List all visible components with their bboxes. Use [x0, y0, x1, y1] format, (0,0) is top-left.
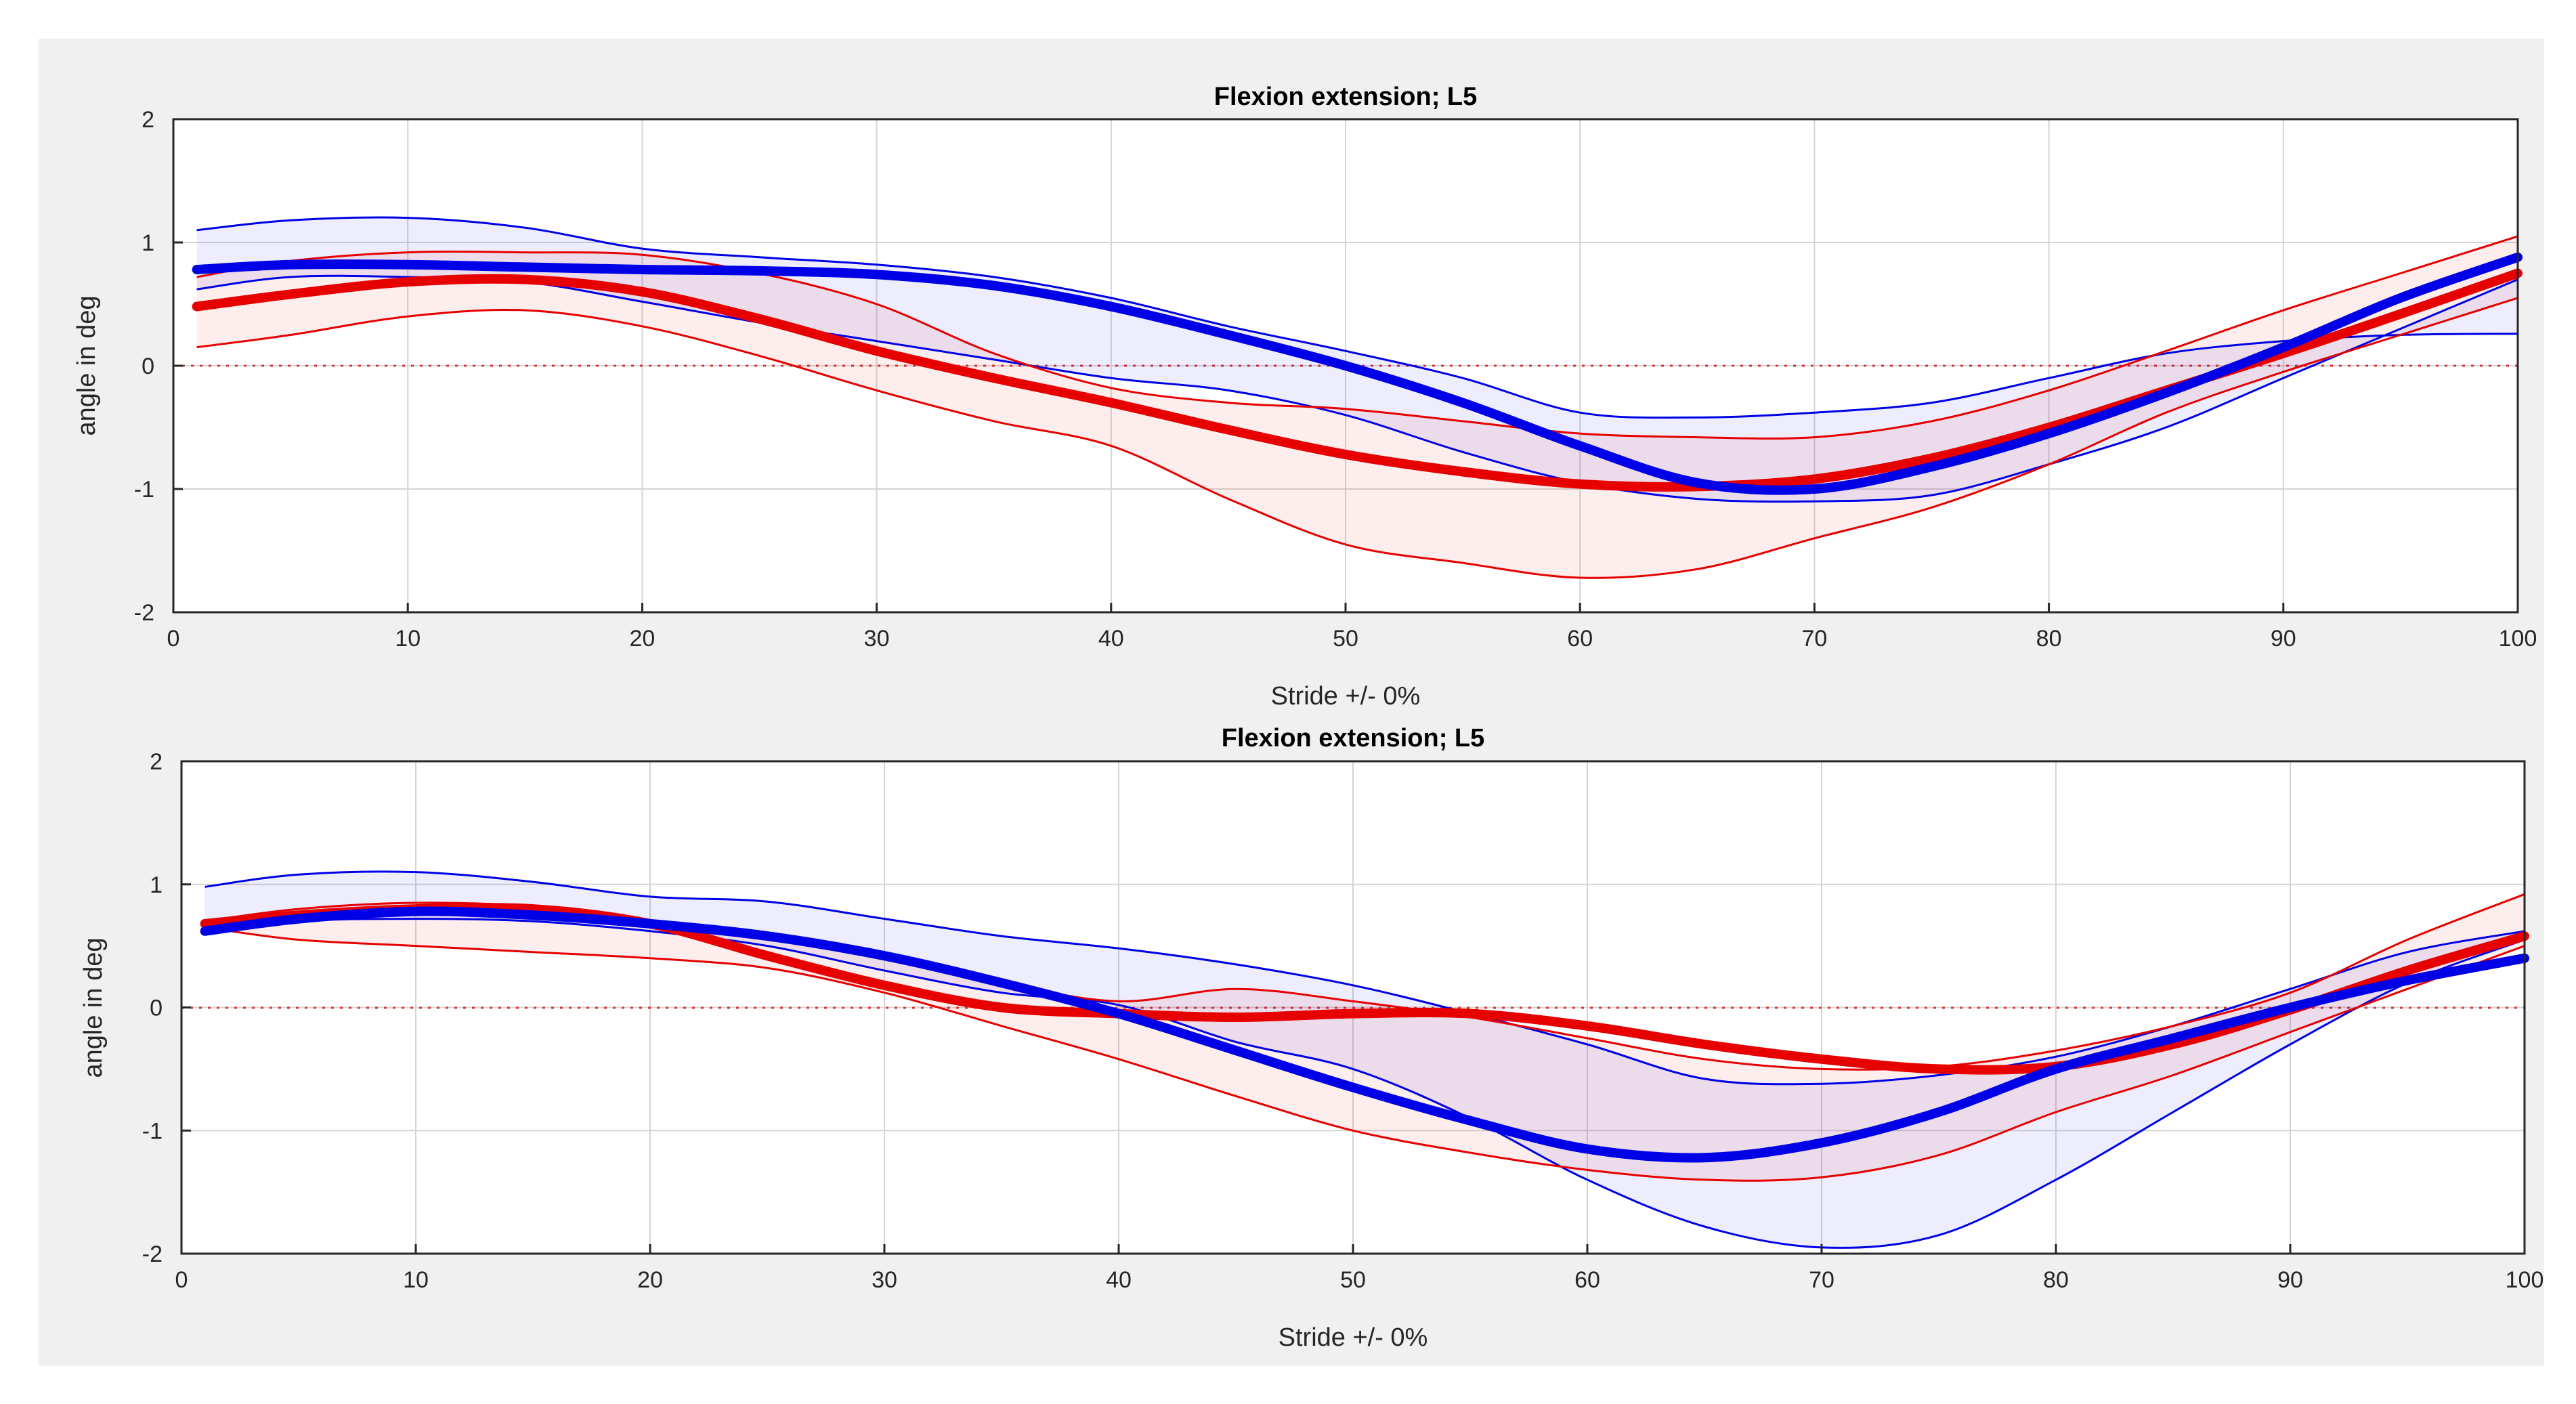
- x-tick-label: 70: [1801, 626, 1827, 652]
- y-tick-labels-2: 2 1 0 -1 -2: [142, 749, 191, 1267]
- x-tick-labels-2: 0 10 20 30 40 50 60 70 80 90 100: [175, 1244, 2544, 1293]
- x-tick-label: 10: [395, 626, 421, 652]
- y-tick-label: -1: [134, 477, 154, 503]
- x-tick-label: 0: [175, 1267, 188, 1293]
- x-tick-label: 30: [864, 626, 890, 652]
- x-tick-label: 10: [403, 1267, 429, 1293]
- x-tick-label: 40: [1098, 626, 1124, 652]
- x-tick-label: 80: [2036, 626, 2062, 652]
- blue-lower-bound-line: [196, 274, 2518, 503]
- y-tick-label: -2: [142, 1241, 163, 1267]
- x-tick-label: 50: [1340, 1267, 1366, 1293]
- y-axis-label-2: angle in deg: [79, 937, 108, 1078]
- blue-confidence-band: [196, 217, 2518, 502]
- y-tick-label: 2: [150, 749, 163, 775]
- x-tick-label: 90: [2271, 626, 2296, 652]
- red-lower-bound-line: [196, 297, 2518, 579]
- blue-mean-line: [200, 906, 2529, 1163]
- y-tick-label: 0: [142, 354, 154, 379]
- x-tick-label: 70: [1809, 1267, 1834, 1293]
- blue-upper-bound-line: [205, 870, 2525, 1086]
- y-tick-labels-1: 2 1 0 -1 -2: [134, 107, 183, 626]
- y-tick-label: -1: [142, 1118, 163, 1144]
- x-tick-label: 0: [167, 626, 180, 652]
- x-tick-label: 60: [1574, 1267, 1600, 1293]
- x-tick-label: 80: [2043, 1267, 2069, 1293]
- subplot-2: 0 10 20 30 40 50 60 70 80 90 100 210-1-2 Flexion e…: [79, 724, 2543, 1352]
- x-tick-label: 40: [1106, 1267, 1132, 1293]
- x-tick-label: 30: [872, 1267, 897, 1293]
- x-axis-label-2: Stride +/- 0%: [1279, 1323, 1428, 1352]
- x-tick-labels-1: 0 10 20 30 40 50 60 70 80 90 100: [167, 603, 2537, 652]
- x-axis-label-1: Stride +/- 0%: [1271, 682, 1421, 710]
- red-lower-bound-line: [205, 926, 2525, 1182]
- x-tick-label: 50: [1333, 626, 1358, 652]
- x-tick-label: 20: [637, 1267, 663, 1293]
- y-tick-label: 2: [142, 107, 154, 133]
- x-tick-label: 100: [2506, 1267, 2544, 1293]
- red-mean-line: [200, 903, 2529, 1075]
- y-axis-label-1: angle in deg: [72, 295, 101, 435]
- y-tick-label: 1: [150, 872, 163, 898]
- y-tick-label: 1: [142, 230, 154, 256]
- y-tick-label: -2: [134, 600, 154, 626]
- x-tick-label: 20: [629, 626, 655, 652]
- x-tick-label: 90: [2277, 1267, 2303, 1293]
- red-upper-bound-line: [196, 235, 2518, 440]
- chart-title-2: Flexion extension; L5: [1222, 724, 1485, 752]
- blue-mean-line: [192, 252, 2523, 495]
- blue-lower-bound-line: [205, 918, 2525, 1249]
- x-tick-label: 100: [2499, 626, 2537, 652]
- y-tick-label: 0: [150, 996, 163, 1021]
- subplot-1: 0 10 20 30 40 50 60 70 80 90 100 210-1-2 Flexion e…: [72, 83, 2537, 710]
- chart-title-1: Flexion extension; L5: [1214, 83, 1478, 111]
- grid-1: [173, 119, 2518, 612]
- series-group-2: [200, 870, 2529, 1249]
- series-group-1: [192, 216, 2523, 579]
- blue-upper-bound-line: [196, 216, 2518, 419]
- x-tick-label: 60: [1567, 626, 1593, 652]
